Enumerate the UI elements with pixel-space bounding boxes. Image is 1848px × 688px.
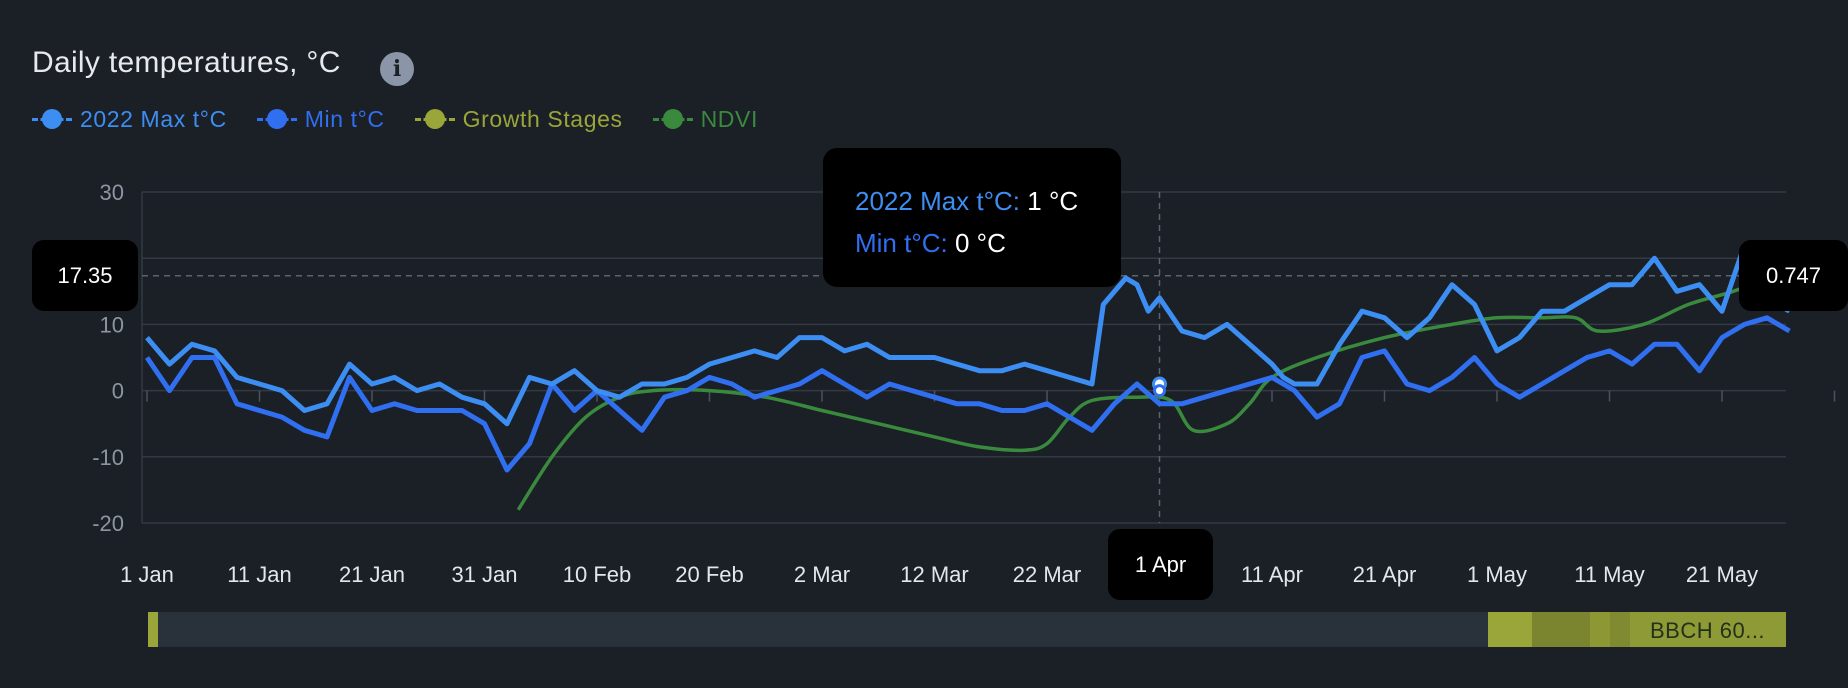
growth-stage-segment xyxy=(1610,612,1630,647)
y-tick-label: 0 xyxy=(112,379,124,404)
tooltip-max-value: 1 °C xyxy=(1027,186,1079,216)
x-tick-label: 10 Feb xyxy=(563,562,632,587)
tooltip-min-label: Min t°C: xyxy=(855,228,948,258)
y-tick-label: 10 xyxy=(100,312,124,337)
tooltip: 2022 Max t°C: 1 °C Min t°C: 0 °C xyxy=(823,148,1121,287)
crosshair-y-value-badge: 17.35 xyxy=(32,240,138,311)
x-tick-label: 11 Apr xyxy=(1241,562,1303,587)
y-tick-label: 30 xyxy=(100,180,124,205)
legend: 2022 Max t°C Min t°C Growth Stages NDVI xyxy=(32,104,788,134)
x-tick-label: 1 Jan xyxy=(120,562,174,587)
legend-item-growth-stages[interactable]: Growth Stages xyxy=(414,105,623,133)
growth-stage-segment xyxy=(1630,612,1786,647)
growth-stage-segment xyxy=(148,612,158,647)
growth-stage-segment xyxy=(1488,612,1532,647)
legend-item-max[interactable]: 2022 Max t°C xyxy=(32,106,227,133)
crosshair-ndvi-value-badge: 0.747 xyxy=(1739,240,1848,311)
tooltip-max-label: 2022 Max t°C: xyxy=(855,186,1021,216)
info-icon[interactable]: i xyxy=(380,52,414,86)
legend-marker-icon xyxy=(414,109,455,129)
y-tick-label: -20 xyxy=(92,511,124,536)
x-tick-label: 21 Jan xyxy=(339,562,405,587)
series-line-max xyxy=(145,242,1791,427)
x-tick-label: 21 Apr xyxy=(1353,562,1417,587)
growth-stage-segment xyxy=(1590,612,1610,647)
series-line-min xyxy=(144,315,1791,473)
crosshair-date-badge: 1 Apr xyxy=(1108,529,1213,600)
hover-point-min xyxy=(1153,384,1166,398)
growth-stage-segment xyxy=(1532,612,1590,647)
x-tick-label: 20 Feb xyxy=(675,562,744,587)
legend-label-growth-stages: Growth Stages xyxy=(462,105,623,132)
legend-label-max: 2022 Max t°C xyxy=(80,105,227,132)
legend-label-ndvi: NDVI xyxy=(700,105,758,132)
legend-marker-icon xyxy=(256,109,297,129)
x-tick-label: 2 Mar xyxy=(794,562,850,587)
chart-title: Daily temperatures, °C xyxy=(32,46,341,79)
x-tick-label: 12 Mar xyxy=(900,562,968,587)
growth-stage-label[interactable]: BBCH 60... xyxy=(1650,618,1766,643)
y-tick-label: -10 xyxy=(92,445,124,470)
x-tick-label: 1 May xyxy=(1467,562,1527,587)
x-tick-label: 21 May xyxy=(1686,562,1758,587)
x-tick-label: 11 May xyxy=(1574,562,1645,587)
legend-label-min: Min t°C xyxy=(304,105,385,132)
x-tick-label: 11 Jan xyxy=(227,562,291,587)
legend-item-min[interactable]: Min t°C xyxy=(256,105,385,133)
legend-item-ndvi[interactable]: NDVI xyxy=(652,105,758,133)
x-tick-label: 31 Jan xyxy=(451,562,517,587)
legend-marker-icon xyxy=(32,109,72,129)
series-line-ndvi xyxy=(516,271,1847,511)
tooltip-min-value: 0 °C xyxy=(954,228,1006,258)
legend-marker-icon xyxy=(652,109,693,129)
x-tick-label: 22 Mar xyxy=(1013,562,1081,587)
